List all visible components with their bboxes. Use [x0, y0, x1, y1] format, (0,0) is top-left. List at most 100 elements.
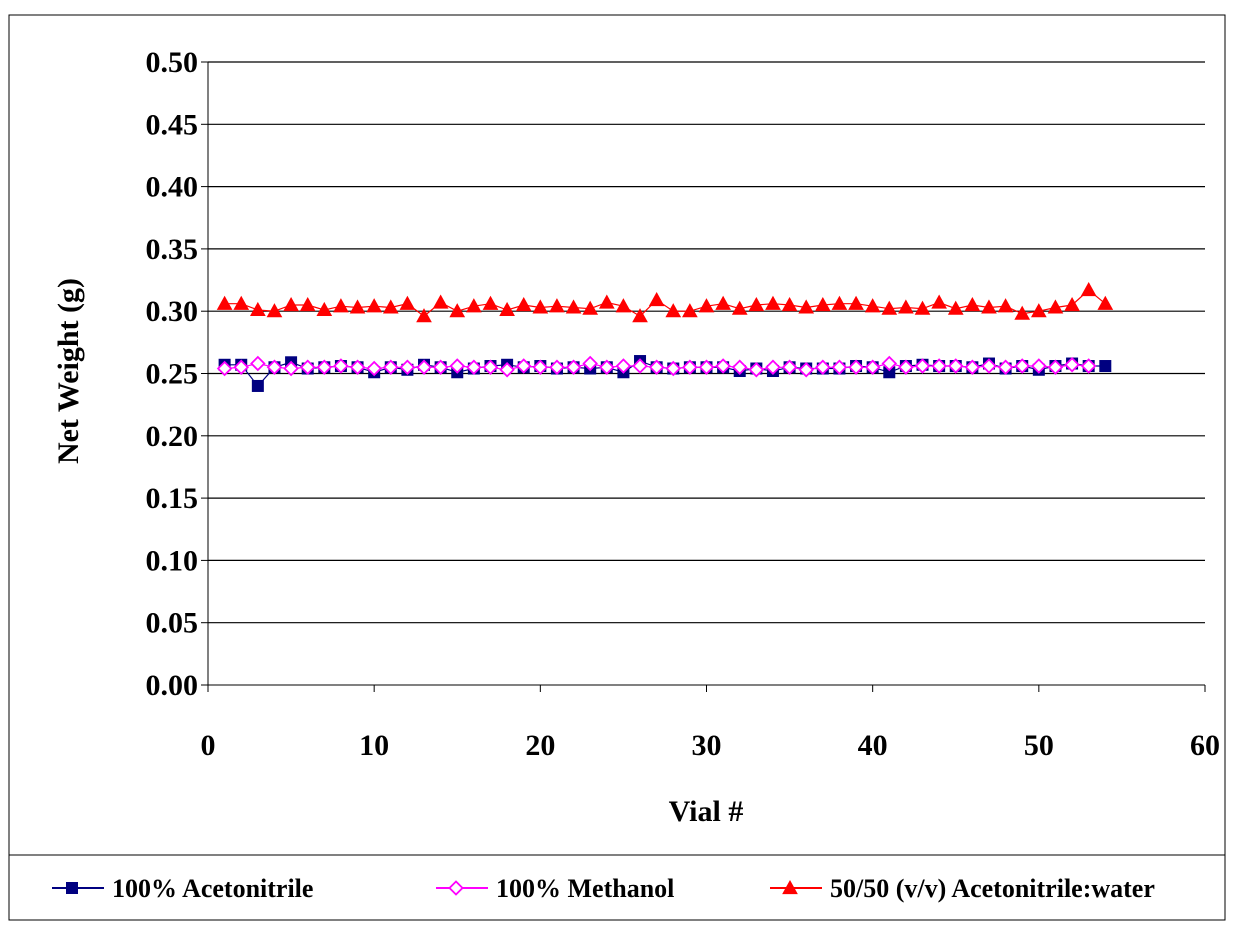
data-point — [632, 358, 648, 374]
data-point — [648, 359, 665, 376]
data-point — [615, 298, 632, 313]
data-point — [1047, 359, 1064, 376]
chart-border — [8, 14, 1226, 921]
y-axis-label: Net Weight (g) — [52, 278, 85, 464]
data-point — [565, 299, 582, 314]
data-point — [864, 359, 881, 376]
y-tick-label: 0.05 — [146, 607, 199, 640]
data-point — [914, 358, 931, 374]
data-point — [981, 358, 997, 374]
data-point — [1064, 357, 1080, 373]
data-point — [432, 294, 449, 309]
data-point — [898, 299, 914, 314]
data-point — [798, 361, 814, 378]
data-point — [499, 361, 515, 378]
legend-item: 50/50 (v/v) Acetonitrile:water — [770, 874, 1155, 903]
data-point — [515, 296, 532, 312]
data-point — [1097, 295, 1114, 310]
data-point — [283, 360, 299, 377]
data-point — [997, 359, 1014, 376]
data-point — [333, 358, 349, 374]
series-2 — [216, 281, 1114, 323]
data-point — [399, 359, 416, 376]
data-point — [964, 359, 981, 376]
data-point — [1014, 305, 1031, 320]
y-tick-label: 0.25 — [146, 358, 199, 391]
y-tick-label: 0.35 — [146, 233, 199, 266]
data-point — [665, 303, 682, 318]
data-point — [532, 359, 549, 376]
data-point — [881, 355, 898, 372]
y-tick-label: 0.40 — [146, 171, 199, 204]
data-point — [499, 301, 515, 317]
y-tick-label: 0.00 — [146, 669, 199, 702]
data-point — [416, 308, 432, 323]
data-point — [349, 299, 366, 314]
y-tick-label: 0.30 — [146, 295, 199, 328]
data-point — [299, 359, 316, 376]
data-point — [416, 359, 432, 376]
data-point — [881, 300, 898, 315]
data-point — [731, 359, 748, 376]
data-point — [947, 358, 964, 374]
data-point — [316, 359, 333, 376]
data-point — [333, 298, 349, 313]
data-point — [432, 359, 449, 376]
data-point — [848, 295, 864, 310]
data-point — [815, 359, 831, 376]
data-point — [931, 358, 947, 374]
data-point — [1080, 358, 1097, 374]
data-point — [466, 359, 482, 376]
data-point — [615, 358, 632, 374]
data-point — [947, 300, 964, 315]
data-point — [216, 360, 233, 377]
x-tick-label: 20 — [525, 729, 555, 762]
data-point — [565, 359, 582, 376]
data-point — [316, 301, 333, 317]
data-point — [250, 355, 266, 372]
data-point — [715, 358, 731, 374]
data-point — [482, 295, 499, 310]
data-point — [266, 303, 283, 318]
data-point — [532, 299, 549, 314]
legend-label: 100% Methanol — [496, 874, 674, 903]
data-point — [1030, 303, 1047, 318]
data-point — [914, 300, 931, 315]
data-point — [266, 359, 283, 376]
y-tick-label: 0.45 — [146, 108, 199, 141]
data-point — [549, 298, 565, 313]
data-point — [981, 299, 997, 314]
data-point — [449, 358, 466, 374]
plot-series — [216, 281, 1114, 392]
data-point — [1080, 281, 1097, 297]
legend-marker — [66, 882, 78, 894]
data-point — [864, 298, 881, 313]
data-point — [515, 358, 532, 374]
data-point — [382, 299, 399, 314]
legend-item: 100% Methanol — [436, 874, 674, 903]
data-point — [831, 359, 848, 376]
axes: 0.00 0.05 0.10 0.15 0.20 0.25 0.30 0.35 0.40 0.45… — [146, 46, 1221, 762]
x-tick-label: 60 — [1190, 729, 1220, 762]
x-axis-label: Vial # — [669, 795, 744, 828]
data-point — [748, 296, 765, 312]
data-point — [781, 296, 798, 312]
data-point — [814, 296, 831, 312]
y-tick-label: 0.15 — [146, 482, 199, 515]
legend-box — [8, 854, 1226, 921]
data-point — [964, 296, 981, 312]
data-point — [366, 360, 382, 377]
data-point — [283, 296, 299, 312]
x-tick-label: 40 — [858, 729, 888, 762]
data-point — [997, 298, 1014, 313]
legend-marker — [448, 880, 464, 896]
data-point — [399, 295, 416, 310]
data-point — [1047, 299, 1064, 314]
data-point — [931, 294, 947, 309]
data-point — [582, 355, 598, 372]
x-tick-label: 10 — [359, 729, 389, 762]
data-point — [449, 303, 466, 318]
data-point — [598, 294, 615, 309]
data-point — [715, 295, 731, 310]
data-point — [898, 359, 914, 376]
